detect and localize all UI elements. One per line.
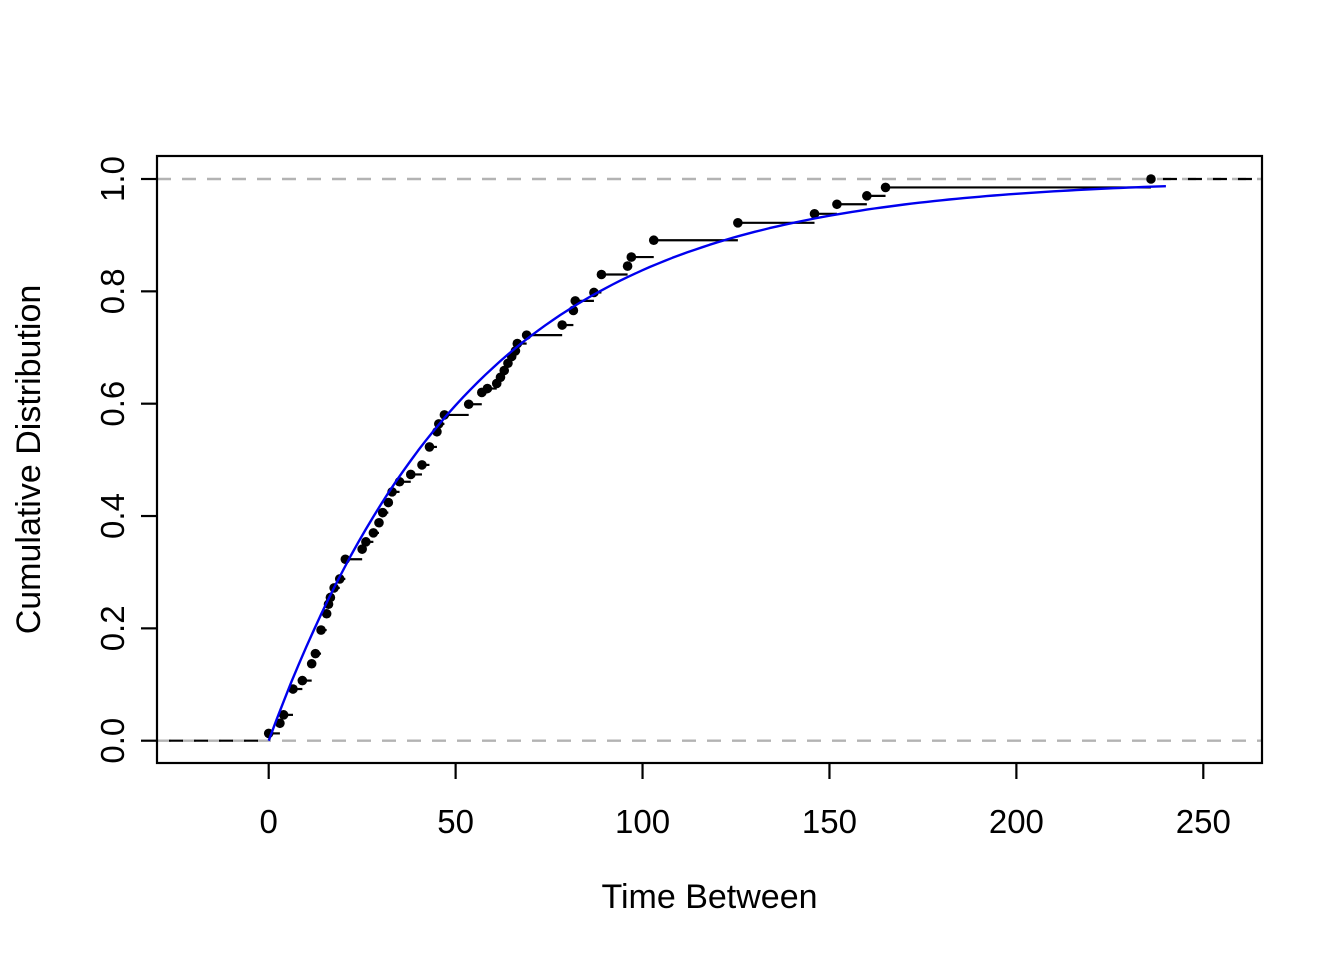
ecdf-point <box>357 544 367 554</box>
x-tick-label: 50 <box>437 803 474 840</box>
fitted-curve-layer <box>267 185 1166 742</box>
x-tick-label: 250 <box>1176 803 1231 840</box>
ecdf-point <box>368 528 379 538</box>
y-tick-label: 0.4 <box>94 493 131 539</box>
ecdf-point <box>374 517 384 528</box>
x-tick-label: 200 <box>989 803 1044 840</box>
ecdf-point <box>648 235 659 246</box>
ecdf-step-lines-layer <box>268 186 1151 735</box>
ecdf-point <box>880 182 891 193</box>
ecdf-point <box>832 199 842 210</box>
ecdf-point <box>321 608 332 619</box>
y-tick-label: 0.6 <box>94 381 131 427</box>
ecdf-point <box>557 320 567 330</box>
ecdf-point <box>405 469 416 480</box>
reference-lines-layer <box>157 177 1262 742</box>
ecdf-point <box>809 209 820 219</box>
ecdf-point <box>439 410 450 420</box>
y-tick-label: 0.8 <box>94 268 131 314</box>
fitted-exponential-curve <box>267 185 1166 742</box>
ecdf-point <box>310 648 321 659</box>
ecdf-point <box>733 218 743 228</box>
ecdf-point <box>316 625 326 635</box>
ecdf-point <box>424 442 435 452</box>
ecdf-point <box>499 365 510 376</box>
ecdf-point <box>463 399 474 410</box>
ecdf-point <box>297 675 308 686</box>
x-tick-label: 0 <box>260 803 278 840</box>
x-tick-label: 100 <box>615 803 670 840</box>
ecdf-point <box>383 497 394 508</box>
x-axis-title: Time Between <box>601 878 817 916</box>
y-tick-label: 1.0 <box>94 156 131 202</box>
ecdf-point <box>1146 174 1156 184</box>
ecdf-point <box>862 191 872 201</box>
ecdf-point <box>361 537 371 547</box>
y-tick-label: 0.0 <box>94 718 131 764</box>
ecdf-point <box>510 346 521 356</box>
y-tick-label: 0.2 <box>94 605 131 651</box>
ecdf-point <box>482 383 493 394</box>
ecdf-point <box>622 261 633 271</box>
ecdf-point <box>377 507 388 518</box>
ecdf-point <box>596 269 607 280</box>
ecdf-points-layer <box>263 174 1156 739</box>
ecdf-point <box>278 710 289 720</box>
ecdf-point <box>626 252 637 262</box>
ecdf-point <box>275 718 285 729</box>
axes-layer: 0 50 100 150 200 250 0.0 0.2 0.4 0.6 0.8 1.0 <box>94 154 1264 840</box>
ecdf-point <box>417 460 427 470</box>
y-axis-title: Cumulative Distribution <box>10 285 48 635</box>
plot-box <box>155 154 1264 765</box>
x-tick-label: 150 <box>802 803 857 840</box>
ecdf-point <box>306 658 317 669</box>
